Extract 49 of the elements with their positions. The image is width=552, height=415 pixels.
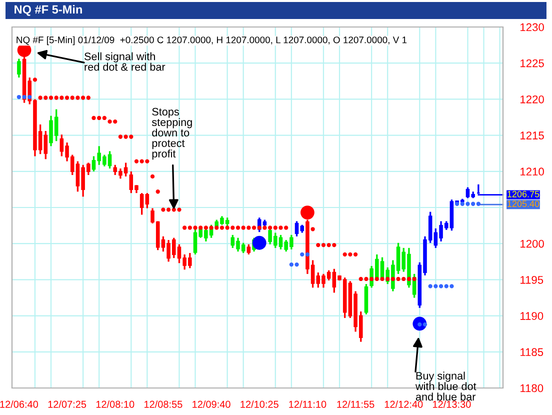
y-tick-label: 1190 (520, 312, 544, 320)
point (434, 284, 438, 288)
x-tick-label: 12/09:40 (192, 400, 230, 408)
point (466, 202, 470, 206)
y-tick-label: 1220 (520, 95, 544, 104)
x-tick-label: 12/06:40 (0, 400, 38, 408)
y-tick-label: 1200 (520, 240, 544, 248)
x-tick-label: 12/12:40 (384, 400, 423, 408)
y-tick-label: 1225 (520, 59, 544, 68)
ref-line-label: 1206.75 (508, 190, 540, 198)
point (470, 202, 476, 206)
point (289, 262, 294, 267)
x-tick-label: 12/11:55 (337, 400, 374, 408)
x-tick-label: 12/07:25 (48, 400, 86, 408)
point (422, 322, 428, 327)
point (300, 252, 304, 257)
point (294, 262, 299, 267)
y-tick-label: 1210 (520, 168, 544, 176)
point (444, 284, 448, 288)
x-tick-label: 12/08:10 (96, 400, 134, 408)
x-tick-label: 12/11:10 (289, 400, 326, 408)
point (22, 94, 26, 100)
point (460, 202, 464, 206)
y-tick-label: 1230 (520, 23, 544, 32)
y-tick-label: 1195 (520, 276, 544, 284)
chart-title: NQ #F 5-Min (14, 5, 82, 16)
x-tick-label: 12/13:30 (433, 400, 471, 408)
annotation: Stops stepping down to protect profit (152, 108, 192, 160)
y-tick-label: 1185 (520, 348, 544, 356)
candlestick (145, 192, 150, 210)
x-tick-label: 12/10:25 (240, 400, 278, 408)
candlestick (17, 58, 21, 78)
point (28, 94, 32, 100)
point (476, 202, 481, 206)
point (16, 94, 22, 100)
point (438, 284, 444, 288)
candlestick (140, 192, 144, 216)
point (428, 284, 432, 288)
ref-line-label: 1205.40 (508, 200, 540, 208)
point (305, 252, 310, 257)
y-tick-label: 1215 (520, 132, 544, 140)
x-tick-label: 12/08:55 (144, 400, 182, 408)
point (450, 284, 454, 288)
text: NQ #F [5-Min] 01/12/09 +0.2500 C 1207.0000, H 1207.0000, L 1207.0000, O 1207.0000, V 1 (16, 36, 407, 46)
y-tick-label: 1180 (520, 384, 544, 392)
annotation: Sell signal with red dot & red bar (84, 52, 166, 71)
candlestick (44, 130, 48, 160)
candlestick (246, 243, 251, 256)
annotation: Buy signal with blue dot and blue bar (415, 372, 476, 401)
